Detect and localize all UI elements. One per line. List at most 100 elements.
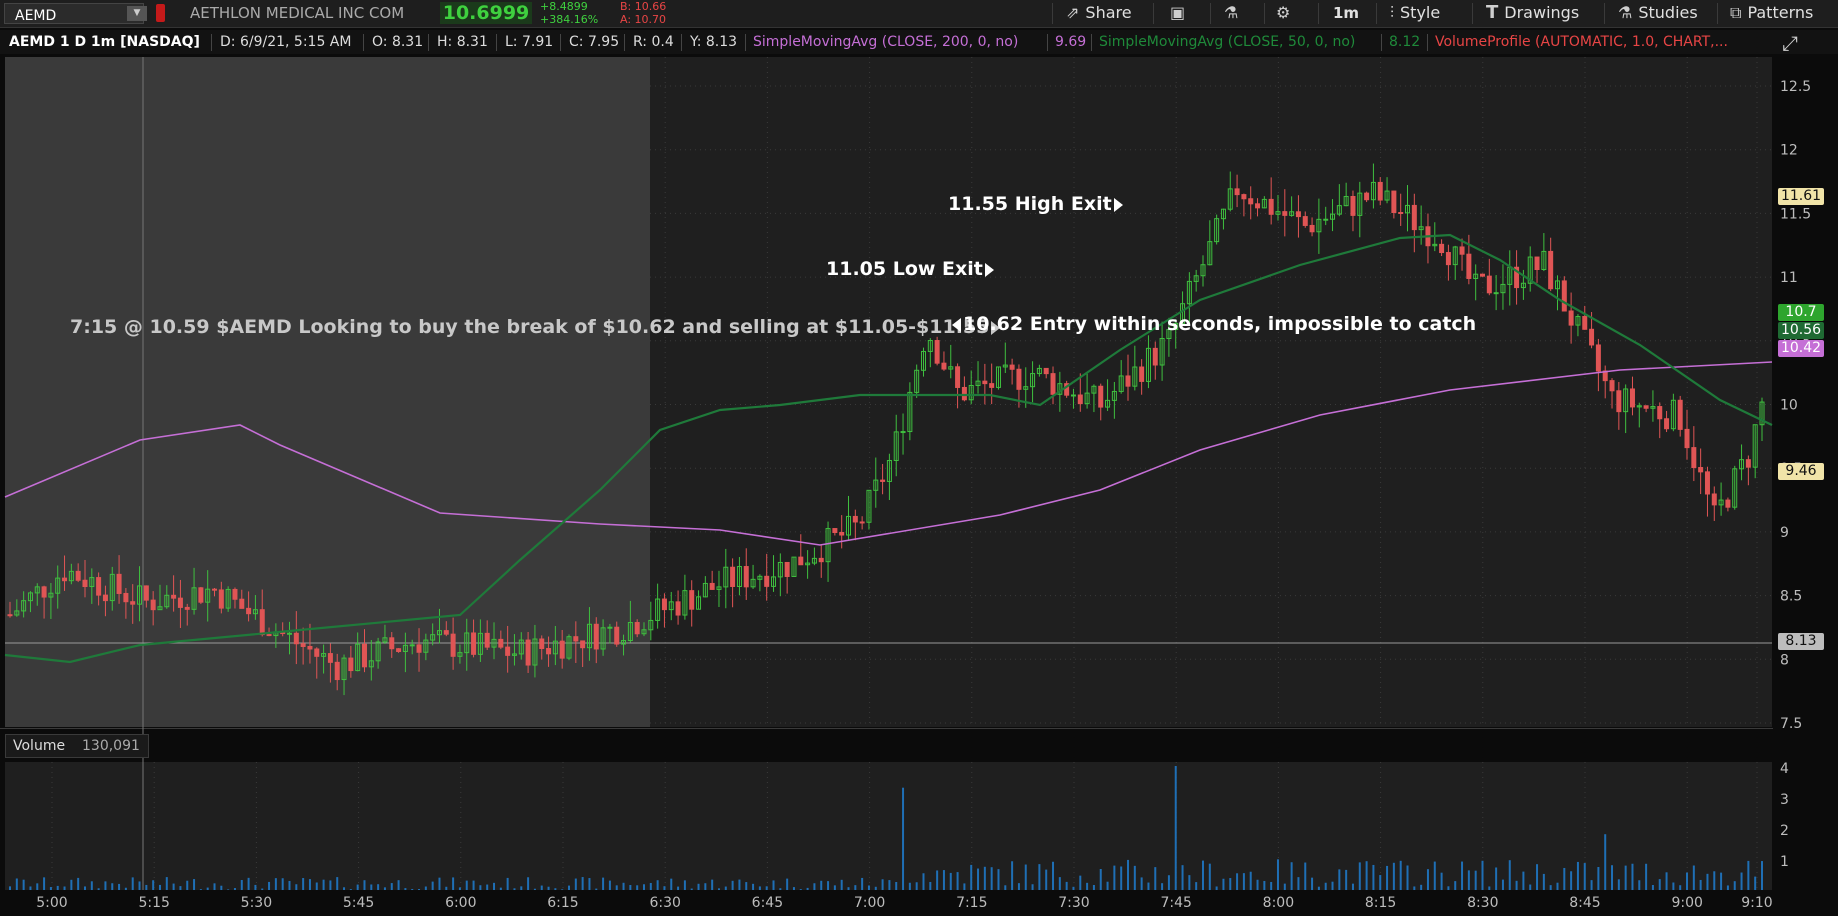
volume-bar — [792, 887, 795, 890]
candle-body — [586, 623, 592, 649]
volume-bar — [1624, 865, 1627, 890]
chevron-down-icon[interactable]: ▼ — [127, 6, 147, 21]
share-button[interactable]: ⇗ Share — [1066, 2, 1132, 24]
volume-bar — [158, 884, 161, 890]
sma200-label[interactable]: SimpleMovingAvg (CLOSE, 200, 0, no) — [753, 34, 1019, 50]
candle-body — [661, 598, 667, 611]
volume-bar — [711, 879, 714, 890]
drawings-button[interactable]: T Drawings — [1486, 2, 1579, 24]
collapse-icon[interactable]: ⤢ — [1782, 31, 1798, 55]
net-change: +8.4899 — [540, 0, 588, 13]
candle-body — [1568, 310, 1574, 326]
candle-body — [96, 577, 102, 596]
candle-body — [191, 587, 197, 610]
volume-bar — [1536, 864, 1539, 890]
volume-bar — [1420, 884, 1423, 890]
annotation-high-exit[interactable]: 11.55 High Exit — [948, 193, 1123, 215]
volume-bar — [1188, 875, 1191, 890]
candle-body — [1050, 373, 1056, 395]
volume-bar — [997, 869, 1000, 890]
annotation-low-exit[interactable]: 11.05 Low Exit — [826, 258, 994, 280]
snapshot-button[interactable]: ▣ — [1170, 2, 1191, 24]
volume-bar — [206, 887, 209, 890]
info-divider — [211, 34, 212, 51]
volume-bar — [1270, 881, 1273, 890]
volume-bar — [765, 886, 768, 890]
flask-button[interactable]: ⚗ — [1224, 2, 1244, 24]
candle-body — [1527, 256, 1533, 284]
volume-bar — [397, 880, 400, 890]
candle-body — [464, 632, 470, 654]
volume-bar — [1304, 862, 1307, 890]
volume-bar — [936, 870, 939, 890]
volume-chart-area[interactable] — [5, 762, 1772, 890]
time-axis-label: 5:30 — [241, 895, 272, 911]
candle-body — [1350, 195, 1356, 216]
studies-label: Studies — [1638, 3, 1698, 22]
volume-bar — [1495, 867, 1498, 890]
candle-body — [1064, 383, 1070, 396]
volume-bar — [847, 887, 850, 890]
candle-body — [137, 585, 143, 605]
candle-body — [580, 640, 586, 649]
annotation-entry[interactable]: 10.62 Entry within seconds, impossible t… — [952, 313, 1476, 335]
volume-bar — [472, 880, 475, 890]
candle-body — [1445, 252, 1451, 266]
candle-body — [334, 661, 340, 681]
volume-bar — [308, 879, 311, 890]
volume-bar — [1467, 870, 1470, 890]
volume-bar — [717, 888, 720, 890]
candle-body — [1357, 192, 1363, 216]
volume-bar — [1638, 880, 1641, 890]
volume-bar — [1324, 882, 1327, 890]
style-button[interactable]: ⫶ Style — [1390, 2, 1440, 24]
panel-divider[interactable] — [0, 728, 1838, 729]
volume-bar — [1011, 861, 1014, 890]
studies-button[interactable]: ⚗ Studies — [1618, 2, 1698, 24]
patterns-button[interactable]: ⧉ Patterns — [1730, 2, 1813, 24]
candle-body — [1704, 471, 1710, 495]
price-axis-label: 9 — [1780, 525, 1789, 541]
volume-bar — [888, 880, 891, 890]
volume-bar — [370, 884, 373, 890]
volume-bar — [179, 886, 182, 890]
sma50-label[interactable]: SimpleMovingAvg (CLOSE, 50, 0, no) — [1099, 34, 1356, 50]
percent-change: +384.16% — [540, 13, 599, 26]
candle-body — [1575, 316, 1581, 326]
candle-body — [559, 640, 565, 659]
volume-bar — [956, 872, 959, 890]
volume-bar — [302, 878, 305, 890]
candle-body — [423, 639, 429, 653]
volume-bar — [1365, 861, 1368, 890]
candle-body — [818, 557, 824, 563]
candle-body — [355, 643, 361, 672]
volume-bar — [602, 877, 605, 890]
volume-profile-label[interactable]: VolumeProfile (AUTOMATIC, 1.0, CHART,... — [1435, 34, 1728, 50]
time-axis-label: 6:15 — [547, 895, 578, 911]
chart-title[interactable]: AEMD 1 D 1m [NASDAQ] — [9, 34, 200, 50]
bar-high: H: 8.31 — [437, 34, 488, 50]
timeframe-button[interactable]: 1m — [1333, 4, 1360, 22]
volume-bar — [152, 880, 155, 890]
volume-bar — [1426, 869, 1429, 890]
candle-body — [641, 629, 647, 635]
candle-body — [1105, 399, 1111, 408]
volume-bar — [554, 888, 557, 890]
candle-body — [1132, 366, 1138, 387]
candle-body — [621, 640, 627, 645]
volume-bar — [1345, 869, 1348, 890]
symbol-selector[interactable]: AEMD ▼ — [4, 3, 147, 24]
time-axis-label: 6:30 — [649, 895, 680, 911]
volume-bar — [588, 878, 591, 890]
settings-button[interactable]: ⚙ — [1276, 2, 1296, 24]
alert-flag-icon[interactable] — [156, 4, 165, 22]
annotation-plan[interactable]: 7:15 @ 10.59 $AEMD Looking to buy the br… — [70, 316, 1001, 338]
volume-bar — [922, 873, 925, 890]
candle-body — [546, 648, 552, 655]
volume-bar — [731, 880, 734, 890]
candle-body — [1180, 303, 1186, 324]
volume-bar — [1597, 866, 1600, 890]
info-divider — [681, 34, 682, 51]
candle-body — [839, 532, 845, 536]
volume-bar — [677, 886, 680, 890]
